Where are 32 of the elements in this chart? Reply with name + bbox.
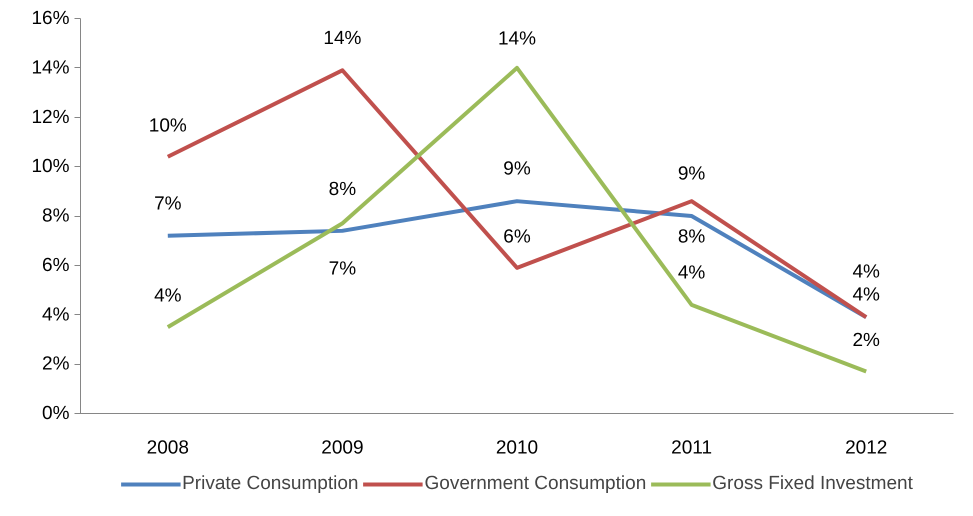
- y-tick-label: 2%: [42, 354, 70, 375]
- x-tick-label: 2010: [496, 438, 538, 458]
- x-tick-label: 2011: [671, 438, 712, 458]
- data-label: 8%: [328, 178, 356, 200]
- data-label: 6%: [503, 226, 531, 248]
- y-tick-label: 14%: [31, 57, 70, 78]
- y-tick-label: 8%: [42, 206, 70, 226]
- x-tick-label: 2012: [845, 438, 888, 458]
- x-tick-label: 2009: [321, 438, 364, 458]
- data-label: 9%: [503, 158, 531, 180]
- legend-label: Private Consumption: [182, 473, 358, 495]
- y-tick-label: 6%: [42, 254, 70, 276]
- y-tick-label: 10%: [31, 156, 70, 178]
- legend-label: Government Consumption: [424, 473, 646, 495]
- data-label: 7%: [154, 193, 182, 214]
- y-tick-label: 0%: [42, 403, 70, 424]
- data-label: 4%: [154, 286, 182, 307]
- data-label: 10%: [148, 115, 187, 136]
- x-tick-label: 2008: [146, 438, 189, 458]
- y-tick-label: 12%: [31, 106, 70, 128]
- y-tick-label: 4%: [42, 304, 70, 326]
- data-label: 4%: [678, 262, 706, 284]
- legend-label: Gross Fixed Investment: [712, 473, 913, 495]
- data-label: 8%: [678, 226, 706, 248]
- y-tick-label: 16%: [31, 8, 70, 29]
- data-label: 4%: [852, 284, 880, 306]
- data-label: 2%: [852, 330, 880, 352]
- data-label: 9%: [678, 164, 706, 185]
- data-label: 14%: [498, 28, 536, 50]
- data-label: 7%: [328, 258, 356, 280]
- data-label: 14%: [323, 28, 362, 49]
- data-label: 4%: [852, 262, 880, 283]
